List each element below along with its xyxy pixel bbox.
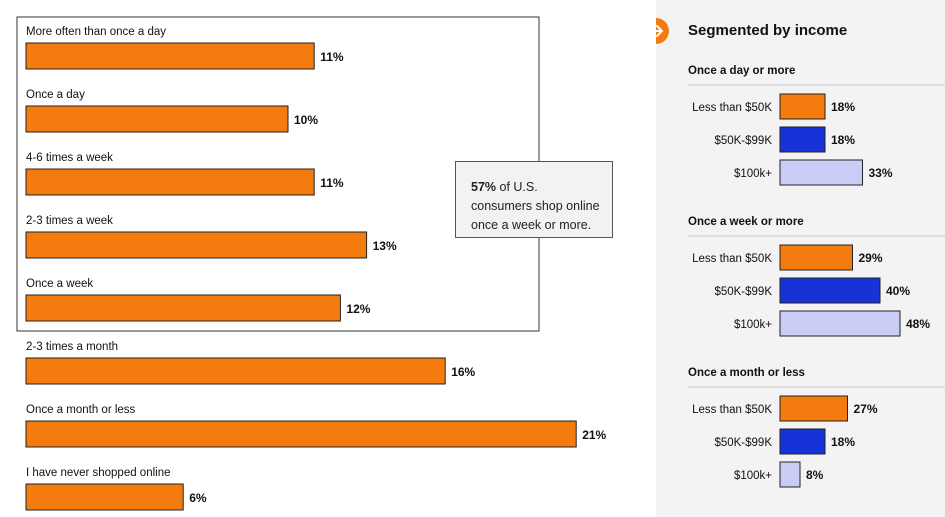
category-label-more-often-than-once-a-day: More often than once a day [26,26,166,38]
income-label-100k: $100k+ [734,470,772,482]
income-value-once-a-month-or-less-50k-99k: 18% [831,435,855,449]
income-label-50k-99k: $50K-$99K [714,286,772,298]
weekly-shopping-callout: 57% of U.S. consumers shop online once a… [455,161,613,238]
right-panel-title: Segmented by income [688,22,847,39]
income-bar-once-a-week-or-more-100k [779,310,901,337]
category-label-once-a-day: Once a day [26,89,85,101]
income-label-less-than-50k: Less than $50K [692,253,772,265]
income-value-once-a-week-or-more-less-than-50k: 29% [859,251,883,265]
income-value-once-a-day-or-more-50k-99k: 18% [831,133,855,147]
income-label-100k: $100k+ [734,168,772,180]
category-label-2-3-times-a-week: 2-3 times a week [26,215,113,227]
income-label-less-than-50k: Less than $50K [692,404,772,416]
income-label-50k-99k: $50K-$99K [714,437,772,449]
group-heading-once-a-month-or-less: Once a month or less [688,367,805,379]
arrow-right-circle-icon [656,18,669,44]
income-value-once-a-week-or-more-100k: 48% [906,317,930,331]
frequency-bar-chart: More often than once a day 11% Once a day 1… [16,16,607,511]
income-label-100k: $100k+ [734,319,772,331]
callout-highlight: 57% [471,180,497,194]
value-label-once-a-day: 10% [294,113,318,127]
value-label-once-a-week: 12% [346,302,370,316]
income-value-once-a-day-or-more-less-than-50k: 18% [831,100,855,114]
group-heading-once-a-day-or-more: Once a day or more [688,65,795,77]
bar-2-3-times-a-month [25,357,446,385]
callout-text: of U.S. consumers shop online once a wee… [471,180,600,232]
income-value-once-a-month-or-less-less-than-50k: 27% [854,402,878,416]
category-label-i-have-never-shopped-online: I have never shopped online [26,467,171,479]
income-segment-chart: Segmented by income Once a day or more Le… [656,18,945,488]
income-bar-once-a-week-or-more-50k-99k [779,277,881,304]
category-label-once-a-month-or-less: Once a month or less [26,404,136,416]
income-value-once-a-month-or-less-100k: 8% [806,468,824,482]
income-value-once-a-day-or-more-100k: 33% [869,166,893,180]
bar-2-3-times-a-week [25,231,368,259]
value-label-i-have-never-shopped-online: 6% [189,491,207,505]
value-label-4-6-times-a-week: 11% [320,176,344,190]
group-heading-once-a-week-or-more: Once a week or more [688,216,804,228]
value-label-more-often-than-once-a-day: 11% [320,50,344,64]
income-bar-once-a-week-or-more-less-than-50k [779,244,853,271]
bar-once-a-week [25,294,341,322]
income-bar-once-a-day-or-more-100k [779,159,863,186]
category-label-4-6-times-a-week: 4-6 times a week [26,152,113,164]
income-label-less-than-50k: Less than $50K [692,102,772,114]
income-segment-panel: Segmented by income Once a day or more Le… [656,0,945,517]
category-label-once-a-week: Once a week [26,278,93,290]
income-bar-once-a-day-or-more-less-than-50k [779,93,826,120]
income-bar-once-a-month-or-less-50k-99k [779,428,826,455]
category-label-2-3-times-a-month: 2-3 times a month [26,341,118,353]
bar-once-a-month-or-less [25,420,577,448]
bar-once-a-day [25,105,289,133]
income-bar-once-a-month-or-less-100k [779,461,801,488]
value-label-once-a-month-or-less: 21% [582,428,606,442]
value-label-2-3-times-a-month: 16% [451,365,475,379]
income-label-50k-99k: $50K-$99K [714,135,772,147]
value-label-2-3-times-a-week: 13% [373,239,397,253]
income-bar-once-a-month-or-less-less-than-50k [779,395,848,422]
bar-i-have-never-shopped-online [25,483,184,511]
bar-4-6-times-a-week [25,168,315,196]
income-value-once-a-week-or-more-50k-99k: 40% [886,284,910,298]
income-bar-once-a-day-or-more-50k-99k [779,126,826,153]
bar-more-often-than-once-a-day [25,42,315,70]
